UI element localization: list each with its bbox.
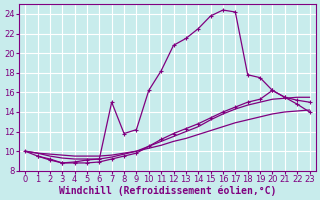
- X-axis label: Windchill (Refroidissement éolien,°C): Windchill (Refroidissement éolien,°C): [59, 185, 276, 196]
